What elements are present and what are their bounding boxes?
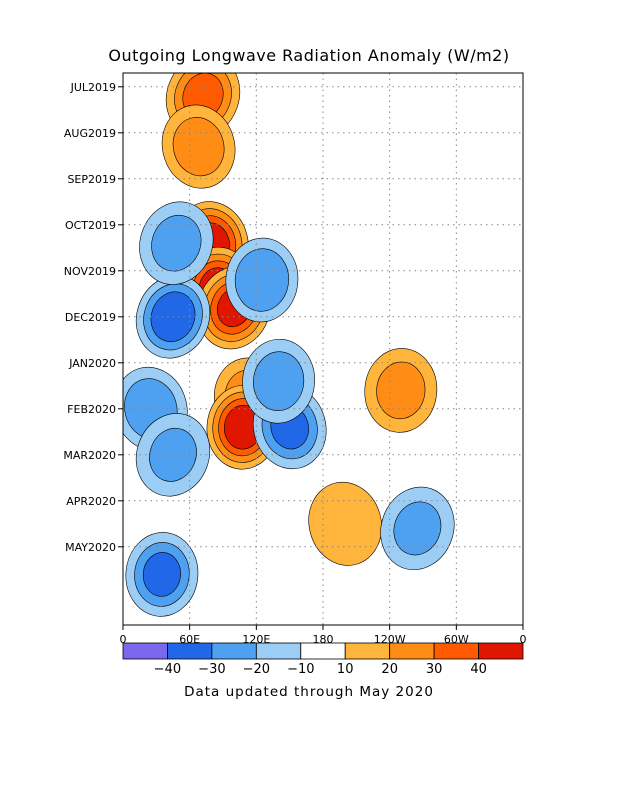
y-tick-label-4: NOV2019 [64,265,116,278]
anomaly-contour-12-20 [151,214,202,272]
x-tick-label-0: 0 [120,633,127,646]
anomaly-contour-18-20 [393,501,442,556]
anomaly-contour-8-20 [234,248,289,312]
colorbar-label-2: −20 [243,662,270,677]
y-axis: JUL2019 AUG2019 SEP2019 OCT2019 NOV2019 DEC20… [63,81,123,554]
colorbar-label-5: 20 [381,662,398,677]
y-tick-label-6: JAN2020 [68,357,116,370]
colorbar-label-6: 30 [426,662,443,677]
colorbar-label-4: 10 [337,662,354,677]
data-updated-note: Data updated through May 2020 [184,684,434,700]
y-tick-label-10: MAY2020 [65,541,116,554]
y-tick-label-2: SEP2019 [67,173,116,186]
colorbar-swatch-6 [389,642,435,660]
colorbar-swatch-3 [255,642,302,660]
colorbar: −40 −30 −20 −10 10 20 30 40 [122,642,524,677]
colorbar-label-0: −40 [154,662,181,677]
colorbar-swatch-0 [122,642,168,660]
colorbar-label-1: −30 [198,662,225,677]
y-tick-label-0: JUL2019 [70,81,116,94]
y-tick-label-9: APR2020 [66,495,116,508]
chart-title: Outgoing Longwave Radiation Anomaly (W/m… [108,46,510,65]
colorbar-label-3: −10 [287,662,314,677]
colorbar-swatch-2 [211,642,257,660]
y-tick-label-3: OCT2019 [65,219,116,232]
colorbar-swatch-5 [344,642,391,660]
colorbar-label-7: 40 [470,662,487,677]
anomaly-field [123,73,455,617]
anomaly-contour-16-10 [308,481,382,566]
colorbar-swatch-7 [433,642,479,660]
y-tick-label-8: MAR2020 [63,449,116,462]
y-tick-label-5: DEC2019 [65,311,116,324]
anomaly-contour-11-20 [253,351,305,411]
anomaly-contour-17-20 [376,361,426,420]
x-tick-label-6: 0 [520,633,527,646]
y-tick-label-1: AUG2019 [64,127,116,140]
anomaly-contour-14-30 [142,552,181,597]
colorbar-swatch-1 [167,642,213,660]
y-tick-label-7: FEB2020 [67,403,116,416]
colorbar-swatch-4 [300,642,346,660]
gridlines [123,73,523,625]
colorbar-swatch-8 [478,642,524,660]
anomaly-contour-7-20 [172,117,225,177]
